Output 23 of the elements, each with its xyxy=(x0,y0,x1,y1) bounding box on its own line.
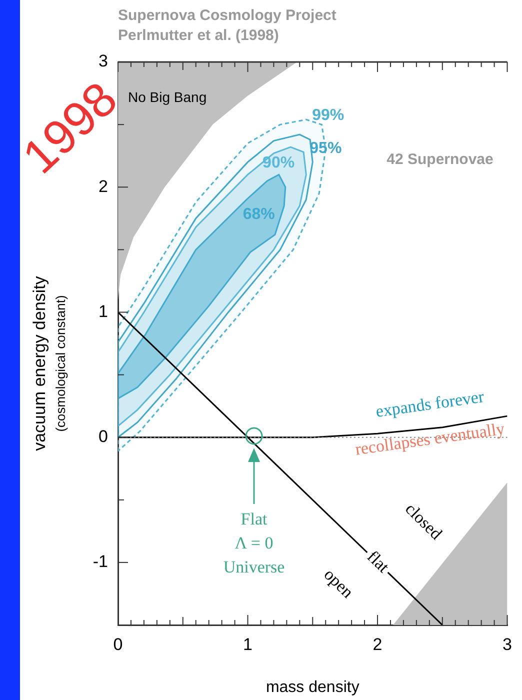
series-label: No Big Bang xyxy=(128,88,207,105)
text: flat xyxy=(363,547,394,577)
annotation: open xyxy=(320,564,358,602)
x-axis-title: mass density xyxy=(266,679,360,696)
series-label: 90% xyxy=(262,154,295,172)
x-tick-label: 0 xyxy=(113,634,123,654)
y-tick-label: 2 xyxy=(98,176,108,196)
annotation: expands forever xyxy=(374,386,486,421)
annotation: Flat Λ = 0 Universe xyxy=(223,509,285,576)
chart-title: Supernova Cosmology Project xyxy=(118,7,336,24)
annotation: 42 Supernovae xyxy=(386,151,494,168)
chart-subtitle: Perlmutter et al. (1998) xyxy=(118,27,279,44)
x-tick-label: 1 xyxy=(243,634,252,654)
y-tick-label: -1 xyxy=(92,552,108,572)
series-label: 99% xyxy=(312,106,344,124)
x-tick-label: 2 xyxy=(372,634,382,654)
annotation: recollapses eventually xyxy=(354,418,506,459)
y-axis-title: vacuum energy density (cosmological constant) xyxy=(30,276,68,451)
y-tick-label: 3 xyxy=(98,52,108,71)
y-tick-label: 0 xyxy=(98,427,108,446)
y-tick-label: 1 xyxy=(98,302,108,321)
series-label: 68% xyxy=(242,206,275,224)
x-tick-label: 3 xyxy=(502,634,512,654)
